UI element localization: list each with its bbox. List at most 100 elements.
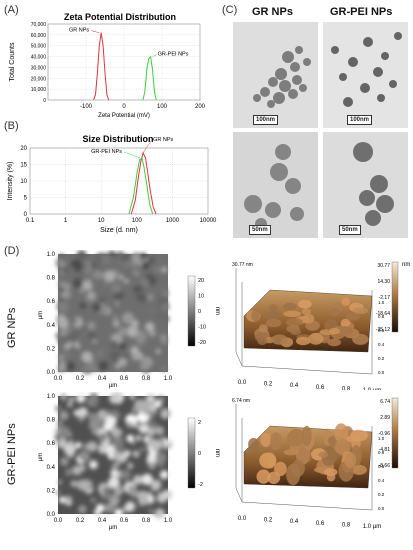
x-tick-label: 0.4: [290, 519, 299, 525]
heatmap-cell: [138, 494, 149, 506]
surface-feature: [251, 309, 260, 322]
x-tick-label: 100: [132, 218, 143, 224]
depth-tick-label: 0.6: [378, 328, 385, 333]
x-axis-label: µm: [109, 525, 117, 531]
heatmap-cell: [92, 338, 98, 344]
heatmap-cell: [162, 315, 170, 323]
heatmap-cell: [58, 496, 66, 504]
series-line: [93, 32, 110, 101]
heatmap-cell: [131, 353, 139, 361]
heatmap-cell: [141, 261, 150, 270]
heatmap-cell: [70, 480, 78, 488]
heatmap-cell: [148, 329, 156, 337]
heatmap-cell: [149, 308, 156, 314]
heatmap-cell: [60, 457, 69, 466]
axis-frame: [235, 268, 373, 375]
heatmap-cell: [92, 430, 97, 435]
tem-gr-low-particles: [233, 22, 318, 128]
tem-image-gr-high: 50nm: [233, 132, 318, 238]
surface-feature: [260, 432, 272, 447]
heatmap-cell: [163, 291, 169, 297]
heatmap-cell: [162, 303, 170, 311]
heatmap-texture: [54, 392, 173, 519]
y-tick-label: 0.0: [47, 370, 56, 376]
surface-feature: [283, 310, 301, 317]
heatmap-cell: [126, 325, 138, 338]
surface-feature: [256, 469, 271, 484]
surface-feature: [351, 464, 367, 475]
heatmap-cell: [79, 479, 91, 491]
x-tick-label: 0.8: [342, 522, 351, 528]
z-max-label: 30.77 nm: [232, 262, 253, 268]
tem-scale-bar: 100nm: [253, 115, 279, 125]
heatmap-cell: [93, 509, 101, 517]
heatmap-cell: [66, 361, 75, 371]
x-tick-label: 0.6: [316, 385, 325, 390]
heatmap-cell: [140, 278, 150, 288]
surface-feature: [308, 332, 324, 345]
legend-leader: [152, 54, 157, 57]
colorbar-tick-label: 10: [198, 294, 204, 300]
series-label: GR-PEI NPs: [158, 52, 189, 58]
heatmap-cell: [95, 350, 104, 359]
heatmap-cell: [155, 452, 167, 464]
colorbar-tick-label: -18.64: [376, 311, 390, 317]
heatmap-cell: [131, 252, 143, 264]
heatmap-cell: [129, 394, 135, 400]
heatmap-cell: [90, 262, 98, 269]
surface-feature: [283, 449, 299, 456]
heatmap-cell: [97, 432, 108, 443]
heatmap-cell: [99, 297, 105, 303]
tem-header-gr: GR NPs: [252, 6, 293, 18]
heatmap-cell: [72, 465, 83, 476]
colorbar-tick-label: -2: [198, 482, 203, 488]
heatmap-cell: [79, 288, 85, 293]
heatmap-cell: [118, 326, 128, 337]
colorbar-tick-label: 20: [198, 278, 204, 284]
colorbar-unit: nm: [214, 307, 220, 315]
heatmap-cell: [109, 350, 122, 362]
heatmap-cell: [150, 481, 161, 492]
panel-label-a: (A): [4, 4, 19, 16]
x-tick-label: 100: [157, 104, 168, 110]
colorbar: [391, 261, 399, 333]
surface-feature: [263, 311, 280, 320]
heatmap-cell: [131, 440, 136, 445]
x-tick-label: 0.4: [98, 376, 107, 382]
x-tick-label: 0.8: [142, 376, 151, 382]
surface-feature: [265, 318, 282, 328]
heatmap-cell: [134, 273, 143, 283]
heatmap-cell: [147, 427, 156, 437]
legend-leader: [123, 151, 141, 159]
x-tick-label: 1: [64, 218, 68, 224]
heatmap-cell: [108, 476, 120, 489]
heatmap-cell: [153, 360, 159, 365]
heatmap-cell: [111, 463, 116, 468]
surface-feature: [352, 333, 369, 345]
y-tick-label: 0.2: [47, 488, 56, 494]
surface-feature: [296, 336, 311, 346]
colorbar-tick-label: -2.17: [379, 295, 391, 301]
x-tick-label: 10: [98, 218, 105, 224]
heatmap-cell: [150, 439, 162, 452]
heatmap-cell: [59, 253, 65, 259]
y-tick-label: 0.4: [47, 465, 56, 471]
heatmap-cell: [66, 331, 79, 343]
x-tick-label: 0: [122, 104, 126, 110]
heatmap-cell: [126, 434, 135, 443]
heatmap-cell: [164, 439, 171, 445]
heatmap-cell: [56, 420, 63, 427]
heatmap-cell: [112, 320, 120, 328]
heatmap-cell: [63, 443, 76, 456]
x-tick-label: 0.0: [54, 518, 63, 524]
heatmap-cell: [68, 396, 75, 403]
series-line: [142, 55, 157, 101]
heatmap-cell: [132, 269, 140, 276]
tem-gr-pei-high-particles: [323, 132, 408, 238]
afm-3d-gr: 30.77 nm 0.0 0.2 0.4 0.6 0.8 1.0 µm 0.0 0.2 0.4 0.…: [232, 261, 410, 390]
heatmap-cell: [151, 272, 158, 279]
afm-2d-gr-pei: 0.0 0.2 0.4 0.6 0.8 1.0 0.0 0.2 0.4 0.6 0.8 1.0 µm µm…: [38, 392, 220, 531]
depth-tick-label: 0.6: [378, 464, 385, 469]
surface-feature: [346, 435, 359, 443]
surface-feature: [344, 452, 357, 468]
